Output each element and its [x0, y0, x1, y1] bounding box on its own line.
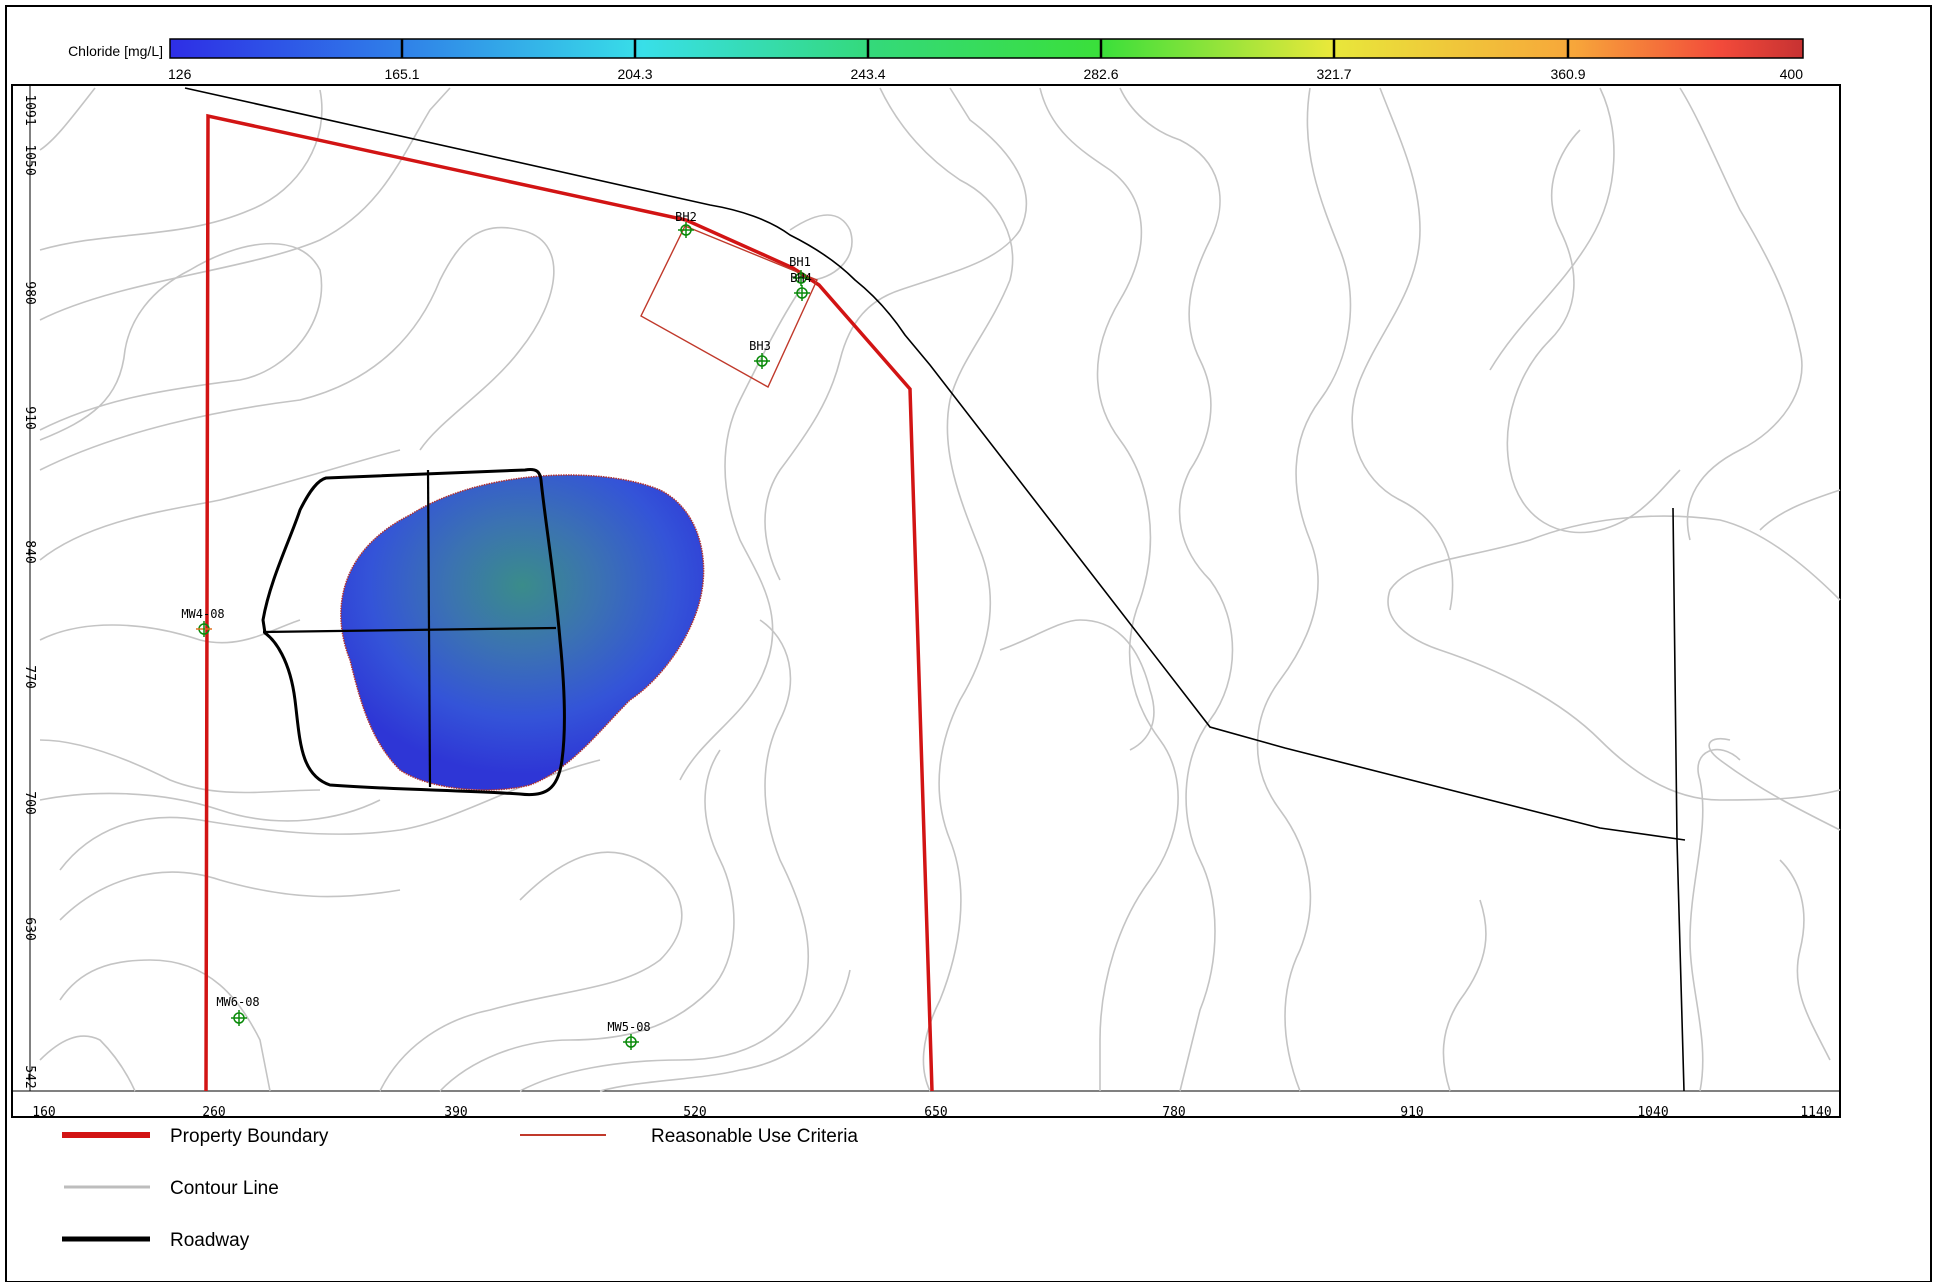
contour-line [39, 739, 321, 794]
x-axis-ticks: 160 260 390 520 650 780 910 1040 1140 [32, 1105, 1831, 1120]
contour-line [764, 87, 1028, 581]
x-tick-label: 1140 [1800, 1105, 1831, 1120]
well-label: MW4-08 [181, 607, 224, 621]
y-tick-label: 542 [22, 1065, 37, 1088]
contour-lines [39, 87, 1841, 1092]
wells: BH2 BH1 BH4 BH3 MW4-08 [181, 210, 812, 1050]
colorbar-label: Chloride [mg/L] [68, 43, 163, 59]
contour-line [39, 242, 323, 441]
contour-line [999, 619, 1155, 751]
roadway-cross [426, 469, 432, 788]
colorbar-gradient [169, 38, 1804, 59]
chloride-plume [340, 474, 705, 791]
x-tick-label: 390 [444, 1105, 467, 1120]
well-label: MW5-08 [607, 1020, 650, 1034]
legend-label-roadway: Roadway [170, 1230, 250, 1251]
x-tick-label: 650 [924, 1105, 947, 1120]
legend-label-contour-line: Contour Line [170, 1178, 279, 1199]
y-axis-ticks: 1091 1050 980 910 840 770 700 630 542 [22, 94, 37, 1088]
well-marker-mw5-08: MW5-08 [607, 1020, 651, 1050]
contour-line [599, 969, 851, 1092]
roadway-loop [261, 468, 566, 797]
well-label: BH4 [790, 271, 812, 285]
y-tick-label: 1091 [22, 94, 37, 125]
roadway-east [1672, 507, 1685, 1092]
contour-line [1442, 899, 1487, 1092]
contour-line [789, 214, 853, 281]
well-marker-bh2: BH2 [675, 210, 697, 238]
x-tick-label: 160 [32, 1105, 55, 1120]
well-marker-mw4-08: MW4-08 [181, 607, 225, 637]
colorbar-tick: 360.9 [1550, 66, 1585, 82]
contour-line [39, 87, 451, 321]
colorbar-tick: 165.1 [384, 66, 419, 82]
well-marker-bh4: BH4 [790, 271, 812, 301]
well-marker-bh1: BH1 [789, 255, 811, 286]
contour-line [1039, 87, 1179, 1091]
contour-line [1759, 489, 1841, 531]
contour-line [879, 87, 1014, 1092]
well-label: BH1 [789, 255, 811, 269]
property-boundary [204, 113, 934, 1092]
contour-line [379, 851, 683, 1092]
roadway-main [184, 87, 1686, 841]
contour-line [59, 759, 601, 871]
contour-line [39, 226, 555, 471]
y-tick-label: 910 [22, 406, 37, 429]
contour-line [1708, 738, 1841, 831]
page-border [5, 5, 1932, 1282]
y-tick-label: 980 [22, 281, 37, 304]
x-tick-label: 910 [1400, 1105, 1423, 1120]
legend-label-property-boundary: Property Boundary [170, 1126, 329, 1147]
contour-line [519, 619, 810, 1092]
y-tick-label: 1050 [22, 144, 37, 175]
contour-line [39, 1035, 136, 1092]
well-marker-mw6-08: MW6-08 [216, 995, 260, 1026]
contour-line [679, 289, 801, 781]
contour-line [39, 449, 401, 561]
legend-label-reasonable-use: Reasonable Use Criteria [651, 1126, 858, 1147]
contour-line [1387, 515, 1841, 801]
y-tick-label: 630 [22, 917, 37, 940]
colorbar: Chloride [mg/L] 126 165.1 204.3 243.4 28… [68, 38, 1804, 82]
colorbar-tick: 243.4 [850, 66, 885, 82]
colorbar-tick: 126 [168, 66, 192, 82]
contour-line [1779, 859, 1831, 1061]
contour-line [1489, 87, 1615, 371]
contour-line [39, 792, 381, 822]
colorbar-tick: 400 [1780, 66, 1804, 82]
well-label: BH2 [675, 210, 697, 224]
x-tick-label: 260 [202, 1105, 225, 1120]
colorbar-tick: 204.3 [617, 66, 652, 82]
contour-line [59, 871, 401, 921]
contour-line [1506, 129, 1681, 534]
x-tick-label: 780 [1162, 1105, 1185, 1120]
y-tick-label: 840 [22, 540, 37, 563]
contour-line [1119, 87, 1234, 1092]
roadways [184, 87, 1686, 1092]
x-tick-label: 1040 [1637, 1105, 1668, 1120]
y-tick-label: 700 [22, 791, 37, 814]
x-tick-label: 520 [683, 1105, 706, 1120]
contour-line [39, 87, 96, 151]
roadway-cross [262, 626, 557, 634]
well-marker-bh3: BH3 [749, 339, 771, 369]
contour-line [1679, 87, 1803, 541]
well-label: MW6-08 [216, 995, 259, 1009]
well-label: BH3 [749, 339, 771, 353]
contour-line [439, 749, 735, 1092]
colorbar-tick: 321.7 [1316, 66, 1351, 82]
reasonable-use-area [640, 225, 818, 388]
map-panel [11, 84, 1841, 1118]
legend: Property Boundary Reasonable Use Criteri… [62, 1126, 858, 1251]
colorbar-tick: 282.6 [1083, 66, 1118, 82]
contour-line [1689, 748, 1741, 1092]
y-tick-label: 770 [22, 665, 37, 688]
contour-line [1256, 87, 1352, 1092]
contour-line [1351, 87, 1454, 611]
contour-line [59, 959, 271, 1092]
